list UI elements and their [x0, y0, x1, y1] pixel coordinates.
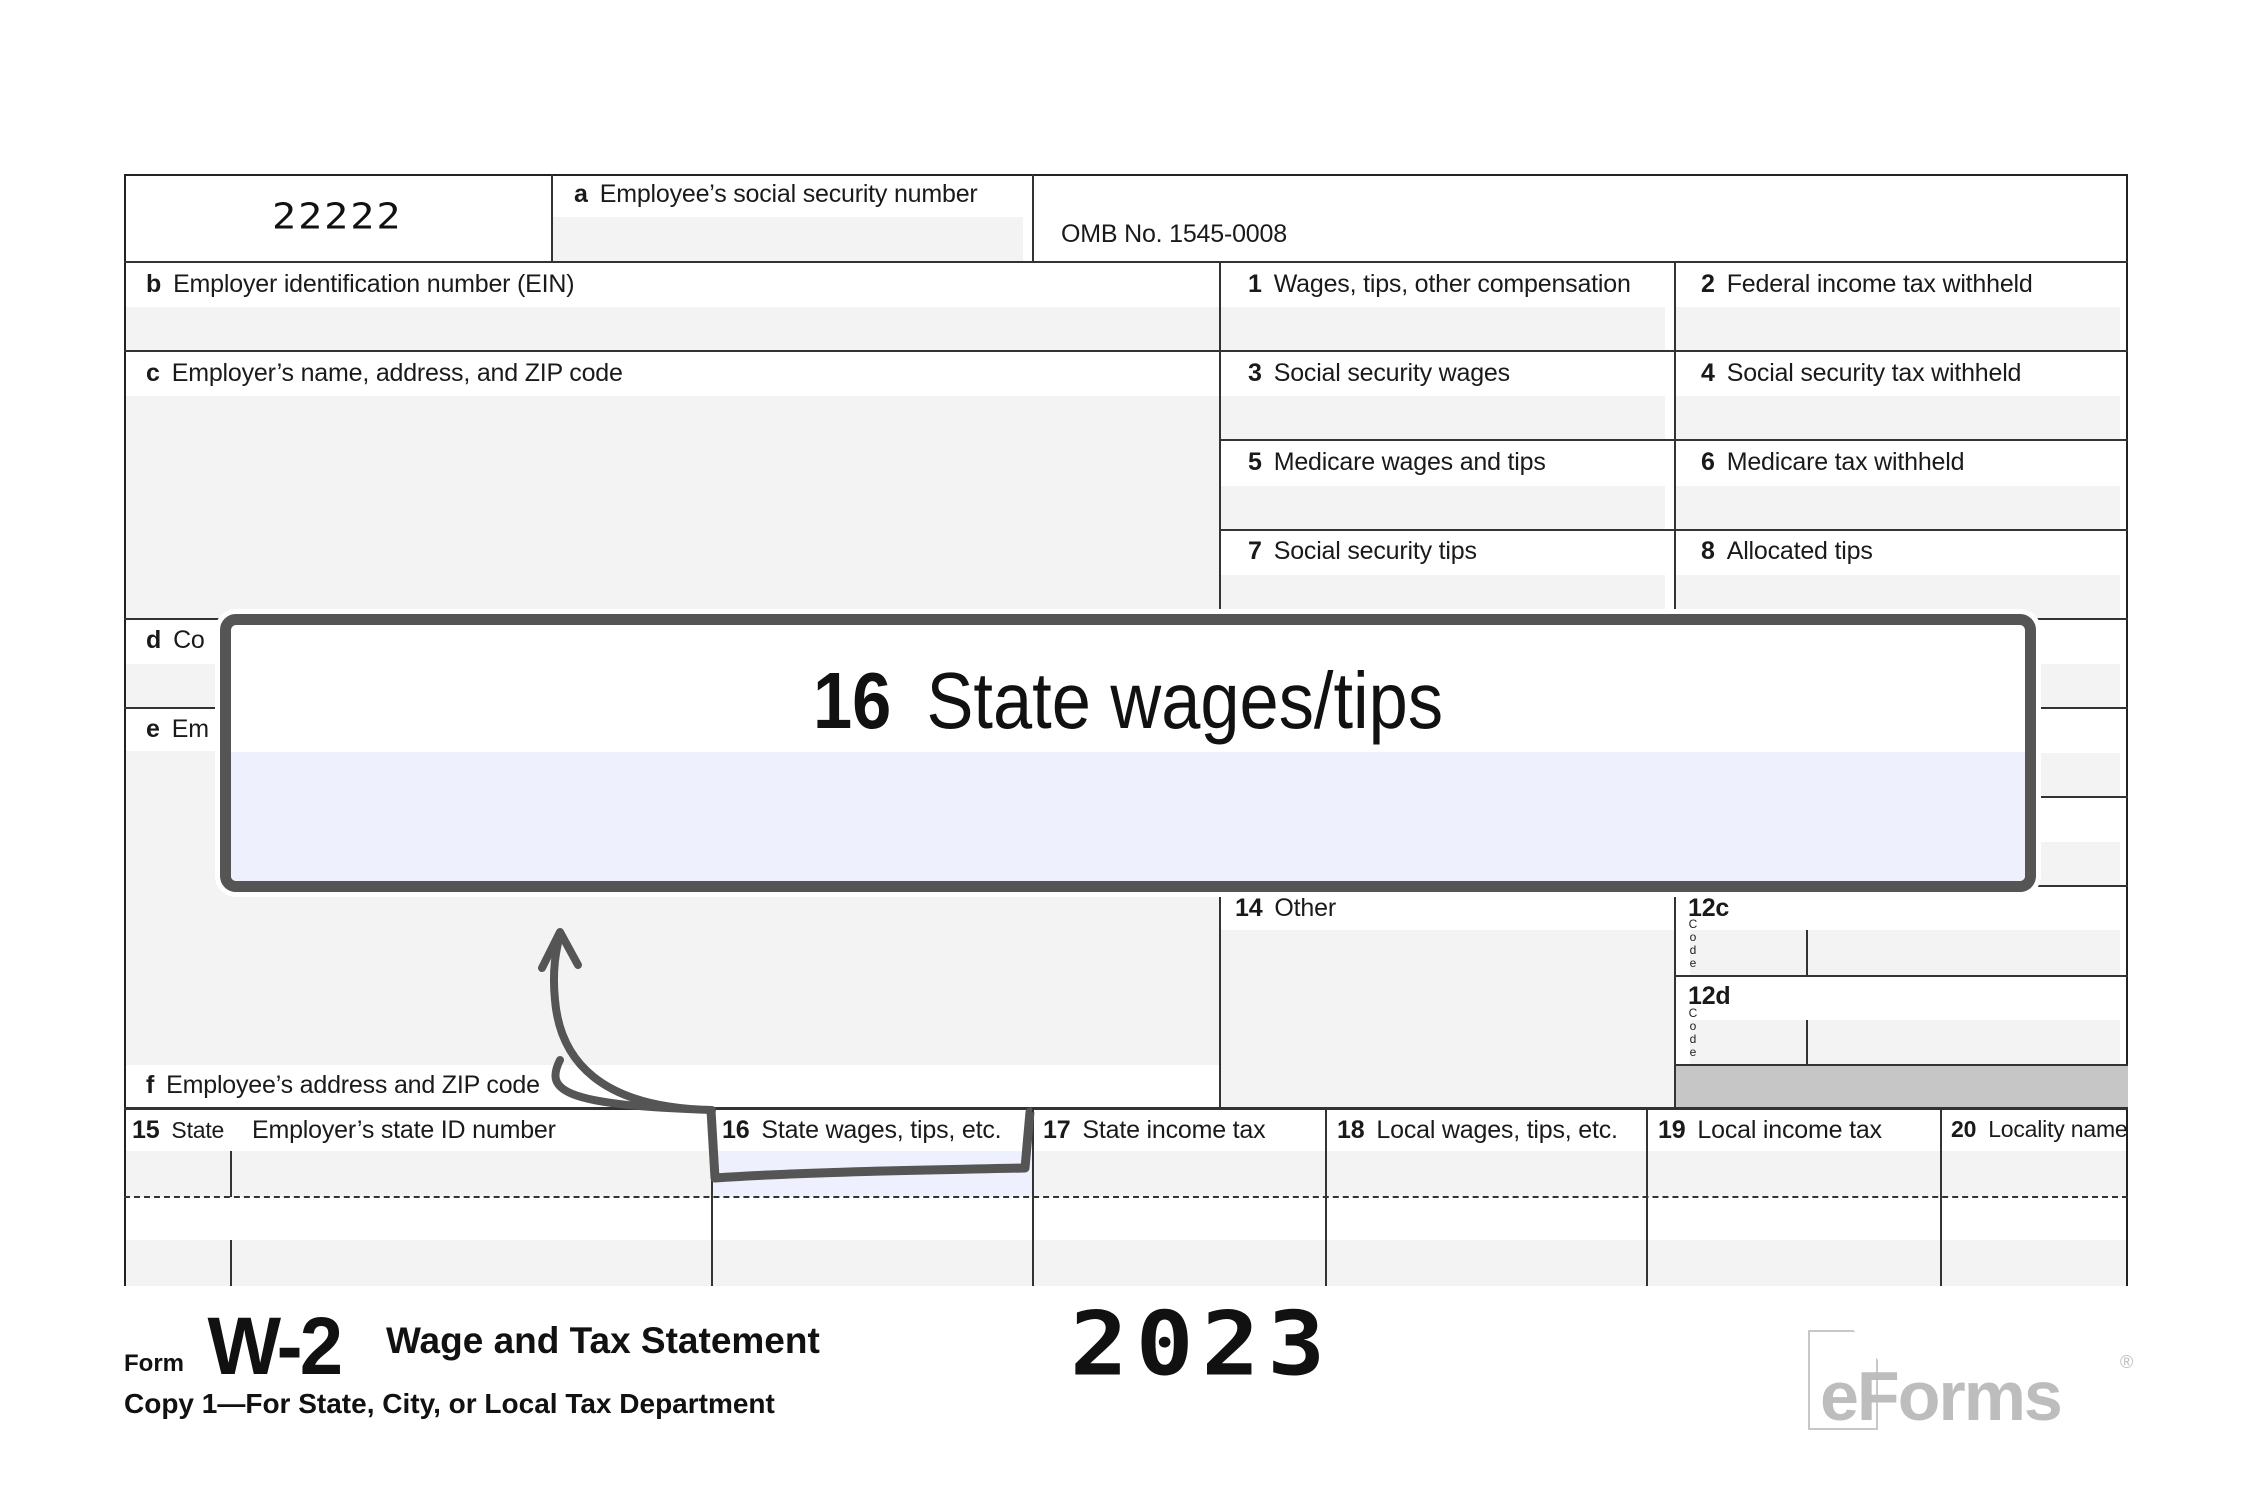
copy-designation: Copy 1—For State, City, or Local Tax Dep… — [124, 1388, 775, 1419]
control-number: 22222 — [272, 196, 403, 238]
arrow-head-icon — [538, 928, 582, 972]
box-18-label: 18 Local wages, tips, etc. — [1337, 1116, 1618, 1144]
form-title: Wage and Tax Statement — [386, 1320, 820, 1361]
box-1-label: 1 Wages, tips, other compensation — [1248, 270, 1631, 298]
registered-mark: ® — [2120, 1352, 2134, 1372]
box-12d-label: 12d — [1688, 982, 1731, 1010]
box-b-label: b Employer identification number (EIN) — [146, 270, 575, 298]
box-8-label: 8 Allocated tips — [1701, 537, 1873, 565]
document-icon — [1808, 1330, 1878, 1430]
box-e-label: e Em — [146, 715, 209, 743]
box-a-label: a Employee’s social security number — [574, 180, 978, 208]
box-20-label: 20 Locality name — [1951, 1116, 2128, 1142]
box-d-label: d Co — [146, 626, 205, 654]
box-f-label: f Employee’s address and ZIP code — [146, 1071, 540, 1099]
callout-fill — [231, 752, 2025, 881]
box-16-outline — [706, 1107, 1035, 1183]
box-c-label: c Employer’s name, address, and ZIP code — [146, 359, 623, 387]
form-word: Form — [124, 1350, 184, 1377]
omb-number: OMB No. 1545-0008 — [1061, 220, 1287, 248]
box-16-label: 16 State wages, tips, etc. — [722, 1116, 1002, 1144]
logo-text: eForms — [1820, 1357, 2063, 1435]
tax-year: 2023 — [1070, 1292, 1334, 1396]
callout-title: 16 State wages/tips — [812, 656, 1444, 745]
form-name: W-2 — [207, 1301, 343, 1392]
box-5-label: 5 Medicare wages and tips — [1248, 448, 1546, 476]
box-6-label: 6 Medicare tax withheld — [1701, 448, 1965, 476]
box-2-label: 2 Federal income tax withheld — [1701, 270, 2033, 298]
box-19-label: 19 Local income tax — [1658, 1116, 1882, 1144]
callout-box: 16 State wages/tips — [220, 614, 2036, 892]
box-15-label: 15 State — [132, 1116, 225, 1144]
box-14-label: 14 Other — [1235, 894, 1336, 922]
box-7-label: 7 Social security tips — [1248, 537, 1477, 565]
eforms-logo: eForms ® — [1808, 1330, 2138, 1435]
arrow-line — [549, 931, 716, 1114]
shaded-area — [1674, 1065, 2128, 1108]
box-17-label: 17 State income tax — [1043, 1116, 1266, 1144]
box-15-state-id-label: Employer’s state ID number — [252, 1116, 556, 1144]
box-4-label: 4 Social security tax withheld — [1701, 359, 2022, 387]
box-12c-label: 12c — [1688, 894, 1730, 922]
box-3-label: 3 Social security wages — [1248, 359, 1510, 387]
